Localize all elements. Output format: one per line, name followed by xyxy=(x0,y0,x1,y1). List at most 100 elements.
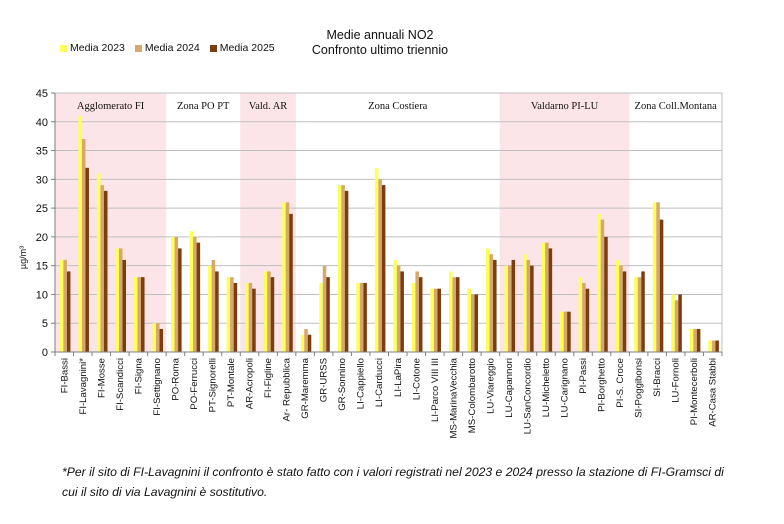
x-tick-label: FI-Scandicci xyxy=(115,358,126,411)
bar-media-2025 xyxy=(474,294,479,352)
y-tick-label: 20 xyxy=(36,232,48,244)
bar-media-2024 xyxy=(285,202,290,352)
x-tick-label: GR-Sonnino xyxy=(337,358,348,411)
bar-media-2025 xyxy=(215,271,219,352)
bar-media-2025 xyxy=(530,265,534,352)
x-tick-label: PI-Montecerboli xyxy=(689,358,700,425)
bar-media-2024 xyxy=(81,139,86,352)
bar-media-2024 xyxy=(619,265,623,352)
bar-media-2025 xyxy=(548,248,553,352)
legend-label-2024: Media 2024 xyxy=(144,42,200,54)
bar-media-2025 xyxy=(103,190,108,352)
x-tick-label: Ar- Repubblica xyxy=(282,357,293,421)
bar-media-2023 xyxy=(708,340,712,352)
bar-media-2024 xyxy=(415,271,419,352)
bar-media-2024 xyxy=(563,311,568,352)
x-tick-label: PT-Montale xyxy=(226,358,237,407)
bar-media-2023 xyxy=(560,311,564,352)
bar-media-2024 xyxy=(359,282,364,352)
bar-media-2023 xyxy=(152,323,157,352)
bar-media-2023 xyxy=(486,248,490,352)
x-tick-label: FI-Signa xyxy=(133,357,144,394)
bar-media-2024 xyxy=(396,265,401,352)
y-tick-label: 0 xyxy=(42,347,48,359)
legend-swatch-2025 xyxy=(209,44,217,52)
bar-media-2025 xyxy=(196,242,201,352)
bar-media-2023 xyxy=(208,265,212,352)
bar-media-2025 xyxy=(252,288,256,352)
x-tick-label: SI-Bracci xyxy=(652,358,663,397)
bar-media-2025 xyxy=(604,236,608,352)
zone-label: Zona Costiera xyxy=(368,101,428,112)
y-tick-label: 40 xyxy=(36,117,48,129)
bar-media-2025 xyxy=(381,185,386,352)
x-tick-label: LU-Viareggio xyxy=(485,358,496,414)
legend-swatch-2023 xyxy=(60,44,67,52)
bar-media-2023 xyxy=(337,185,342,352)
bar-media-2025 xyxy=(307,334,312,352)
y-tick-label: 45 xyxy=(36,88,48,100)
bar-media-2024 xyxy=(452,277,456,352)
x-tick-label: LI-Parco VIII III xyxy=(430,358,441,422)
bar-media-2024 xyxy=(174,236,179,352)
bar-media-2024 xyxy=(656,202,660,352)
bar-media-2025 xyxy=(363,282,367,352)
x-tick-label: LU-Carignano xyxy=(560,358,571,418)
bar-media-2023 xyxy=(133,277,138,352)
bar-media-2023 xyxy=(263,271,268,352)
bar-media-2024 xyxy=(526,259,531,352)
x-tick-label: FI-Settignano xyxy=(152,358,163,416)
x-tick-label: PI-Passi xyxy=(578,358,589,394)
bar-media-2024 xyxy=(63,259,67,352)
x-tick-label: FI-Lavagnini* xyxy=(78,358,89,415)
bar-media-2023 xyxy=(652,202,657,352)
bar-media-2024 xyxy=(248,282,253,352)
legend-label-2023: Media 2023 xyxy=(70,42,125,54)
x-tick-label: AR-Acropoli xyxy=(245,358,256,409)
x-tick-label: PO-Ferrucci xyxy=(189,358,200,410)
bar-media-2025 xyxy=(585,288,590,352)
bar-media-2023 xyxy=(430,288,434,352)
bar-media-2024 xyxy=(230,277,234,352)
bar-media-2025 xyxy=(418,277,423,352)
bar-media-2024 xyxy=(674,300,679,352)
bar-media-2023 xyxy=(78,116,82,353)
bar-media-2023 xyxy=(393,259,397,352)
bar-media-2025 xyxy=(233,282,238,352)
zone-label: Vald. AR xyxy=(249,101,288,112)
bar-media-2024 xyxy=(637,277,642,352)
bar-media-2023 xyxy=(615,259,620,352)
bar-media-2025 xyxy=(437,288,441,352)
bar-media-2023 xyxy=(671,294,675,352)
bar-media-2023 xyxy=(578,277,583,352)
x-tick-label: AR-Casa Stabbi xyxy=(708,358,719,427)
bar-media-2023 xyxy=(411,282,416,352)
bar-media-2023 xyxy=(689,328,694,352)
legend-label-2025: Media 2025 xyxy=(219,42,275,54)
chart-title-line-2: Confronto ultimo triennio xyxy=(311,43,449,57)
bar-media-2025 xyxy=(289,213,293,352)
zone-band xyxy=(499,93,630,352)
bar-media-2025 xyxy=(122,259,127,352)
bar-media-2024 xyxy=(582,282,586,352)
bar-media-2023 xyxy=(597,213,601,352)
bar-media-2024 xyxy=(508,265,512,352)
bar-media-2024 xyxy=(470,294,475,352)
x-tick-label: PI-S. Croce xyxy=(615,358,626,408)
y-tick-label: 5 xyxy=(42,318,48,330)
bar-media-2023 xyxy=(59,259,64,352)
zone-band xyxy=(55,93,167,352)
bar-media-2024 xyxy=(600,219,605,352)
bar-media-2024 xyxy=(193,236,197,352)
bar-media-2024 xyxy=(137,277,142,352)
bar-media-2025 xyxy=(400,271,404,352)
footnote: *Per il sito di FI-Lavagnini il confront… xyxy=(62,465,724,499)
y-tick-label: 30 xyxy=(36,174,48,186)
bar-media-2025 xyxy=(178,248,182,352)
bar-media-2024 xyxy=(693,328,697,352)
bar-media-2025 xyxy=(270,277,275,352)
x-tick-label: LU-Capannori xyxy=(504,358,515,418)
y-axis-label: µg/m³ xyxy=(18,246,28,269)
bar-media-2025 xyxy=(715,340,719,352)
x-tick-label: GR-Maremma xyxy=(300,357,311,418)
